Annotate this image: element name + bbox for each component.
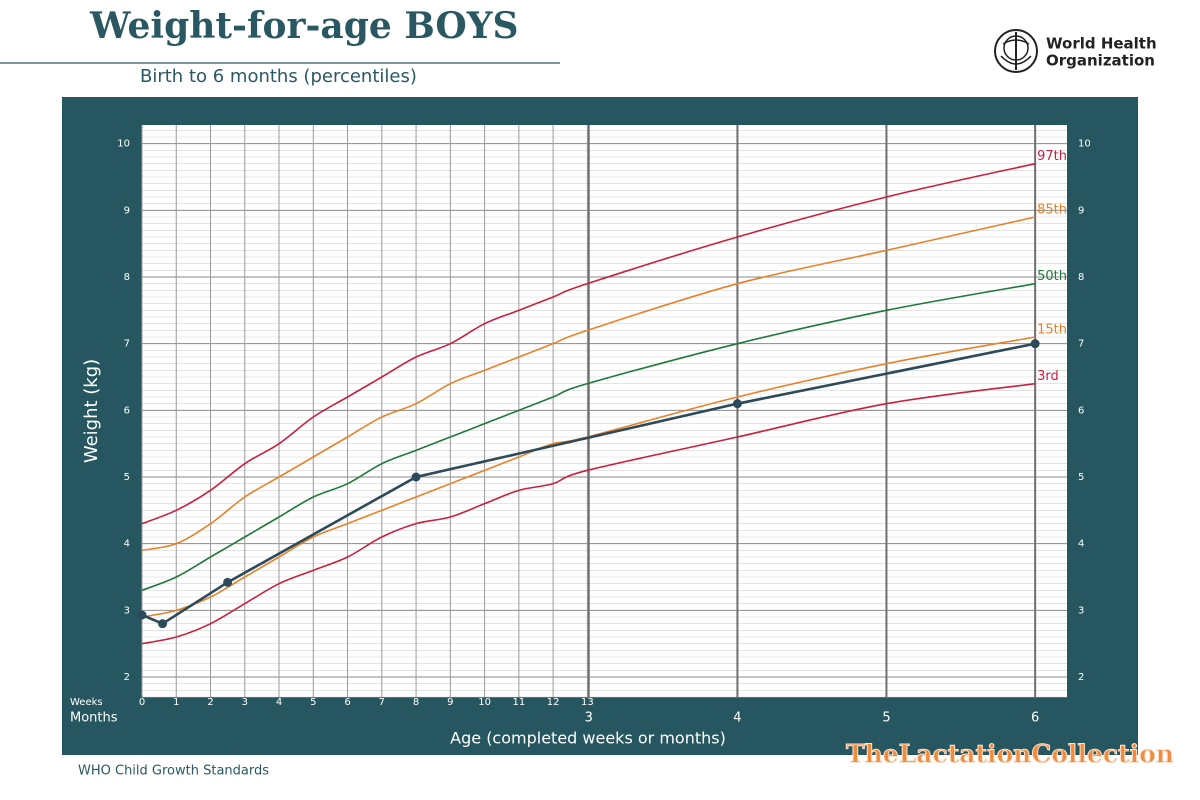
x-tick-label: 10 [478,697,491,708]
series-label: 15th [1037,323,1067,338]
child-point [158,619,168,629]
months-label: Months [70,711,118,726]
plot-area [142,125,1067,697]
y-tick-label: 3 [1078,605,1084,616]
y-tick-label: 9 [124,205,130,216]
who-logo-text: Organization [1046,52,1155,70]
y-tick-label: 8 [124,272,130,283]
percentile-line [141,162,1036,525]
y-tick-label: 5 [1078,472,1084,483]
y-tick-label: 2 [1078,672,1084,683]
x-tick-label: 0 [139,697,145,708]
footer: WHO Child Growth Standards [78,764,269,779]
plot: 97th 85th 50th 15th 3rd [137,125,1067,698]
x-axis-label: Age (completed weeks or months) [450,729,726,748]
series-label: 3rd [1037,369,1059,384]
x-tick-label: 3 [242,697,248,708]
month-tick-label: 6 [1031,711,1039,726]
y-tick-label: 9 [1078,205,1084,216]
x-tick-label: 12 [547,697,560,708]
chart-title: Weight-for-age BOYS [89,5,518,47]
x-tick-label: 7 [379,697,385,708]
y-tick-label: 3 [124,605,130,616]
percentile-line [141,336,1036,618]
series-label: 85th [1037,203,1067,218]
month-tick-label: 5 [882,711,890,726]
y-tick-label: 10 [117,139,130,150]
y-tick-label: 10 [1078,139,1091,150]
child-point [223,577,233,587]
x-tick-label: 6 [344,697,350,708]
child-point [411,472,421,482]
x-tick-label: 8 [413,697,419,708]
y-tick-label: 6 [1078,405,1084,416]
who-logo-text: World Health [1046,35,1157,53]
x-tick-label: 9 [447,697,453,708]
y-axis-label: Weight (kg) [81,359,102,463]
y-tick-label: 7 [124,339,130,350]
x-tick-label: 5 [310,697,316,708]
y-tick-label: 7 [1078,339,1084,350]
y-tick-label: 8 [1078,272,1084,283]
series-label: 50th [1037,269,1067,284]
y-tick-label: 4 [1078,539,1084,550]
chart-subtitle: Birth to 6 months (percentiles) [140,66,417,87]
x-tick-label: 1 [173,697,179,708]
y-tick-label: 5 [124,472,130,483]
month-tick-label: 3 [585,711,593,726]
y-tick-label: 4 [124,539,130,550]
percentile-line [141,382,1036,645]
y-tick-label: 6 [124,405,130,416]
x-tick-label: 11 [512,697,525,708]
child-point [137,610,147,620]
x-tick-label: 13 [581,697,594,708]
child-point [732,399,742,409]
child-point [1030,339,1040,349]
weeks-label: Weeks [70,697,103,708]
percentile-line [141,216,1036,552]
brand-logo: TheLactationCollection [846,740,1174,769]
who-logo: World Health Organization [994,29,1157,73]
x-tick-label: 2 [207,697,213,708]
percentile-line [141,282,1036,592]
y-tick-label: 2 [124,672,130,683]
series-label: 97th [1037,149,1067,164]
x-tick-label: 4 [276,697,282,708]
month-tick-label: 4 [733,711,741,726]
